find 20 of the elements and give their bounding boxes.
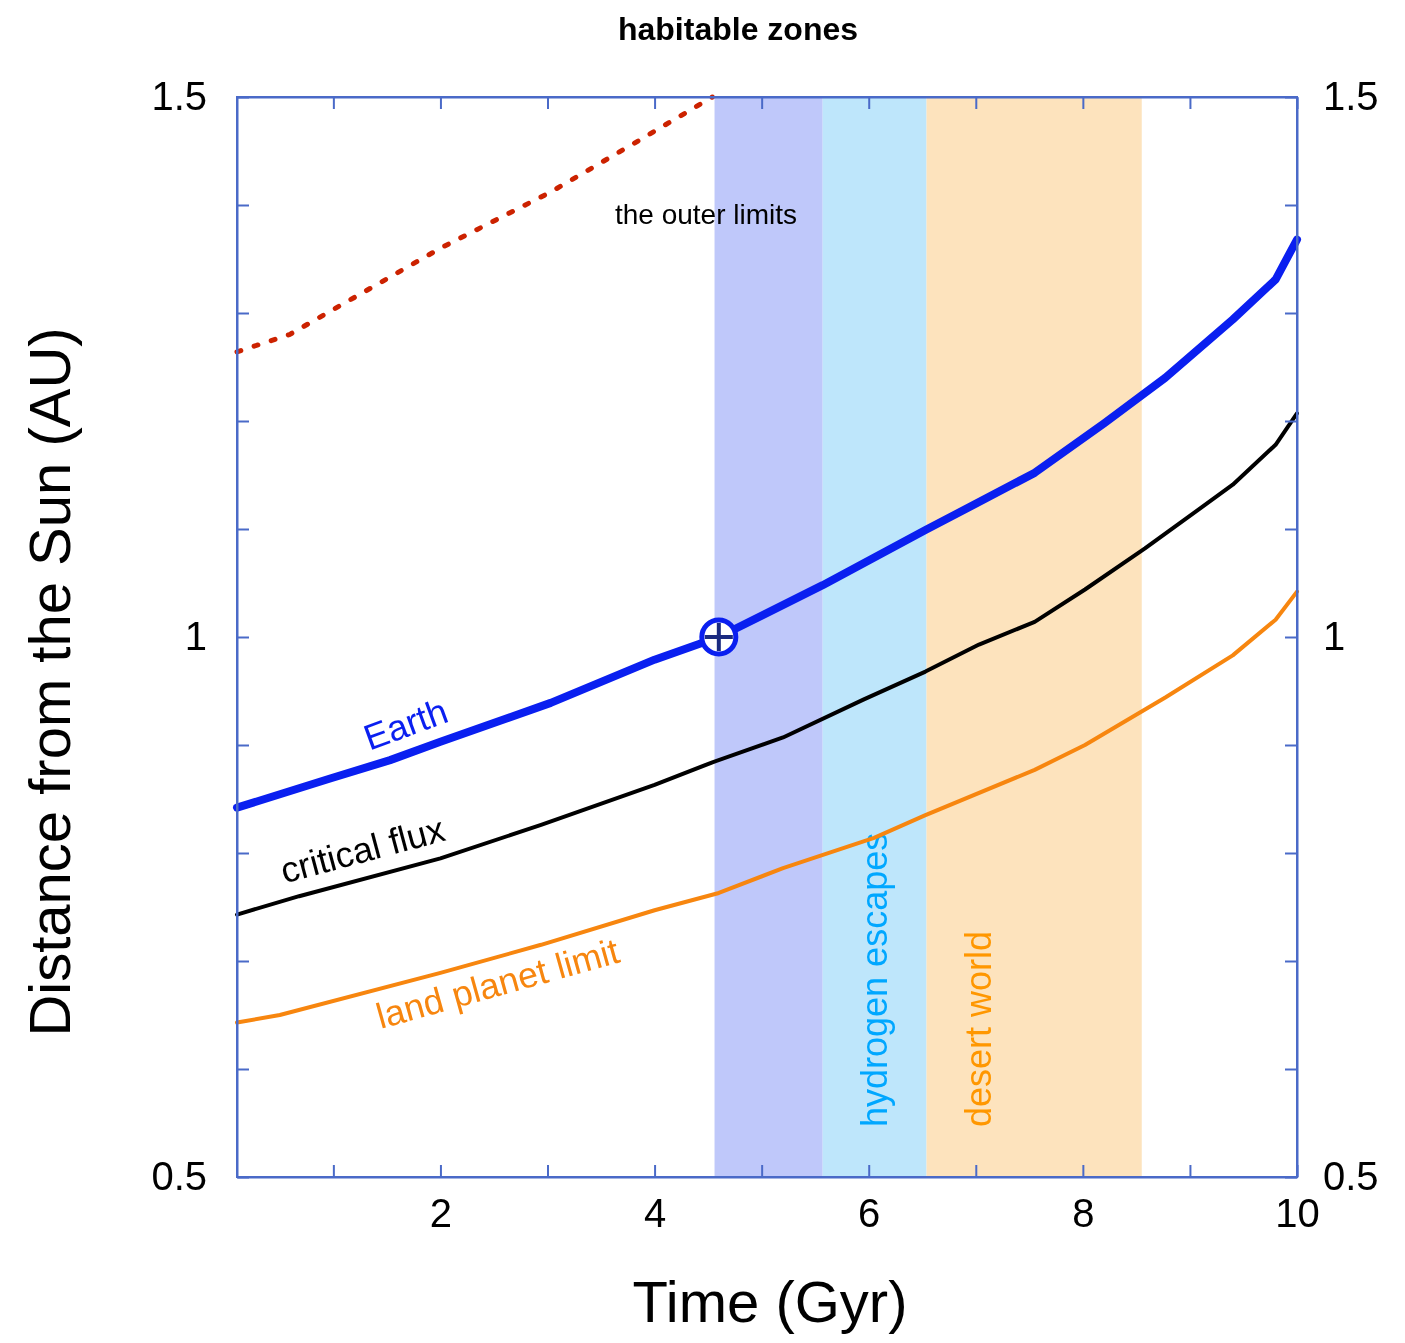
text: Earth [358, 690, 453, 759]
x-tick-label: 10 [1275, 1191, 1320, 1236]
band-label: hydrogen escapes [853, 832, 895, 1127]
y2-tick-label: 1.5 [1323, 74, 1379, 119]
x-tick-label: 4 [643, 1191, 667, 1236]
band-label: desert world [958, 930, 1000, 1127]
annotation: the outer limits [614, 199, 798, 230]
x-tick-label: 2 [429, 1191, 453, 1236]
y-tick-label: 0.5 [151, 1154, 207, 1199]
text: critical flux [275, 808, 449, 892]
y-axis-title: Distance from the Sun (AU) [17, 327, 82, 1037]
x-axis-title: Time (Gyr) [632, 1269, 908, 1334]
chart-title: habitable zones [617, 11, 859, 47]
y-tick-label: 1 [184, 614, 207, 659]
y2-tick-label: 1 [1323, 614, 1346, 659]
x-tick-label: 6 [858, 1191, 881, 1236]
y-tick-label: 1.5 [151, 74, 207, 119]
text: land planet limit [371, 930, 624, 1037]
y2-tick-label: 0.5 [1323, 1154, 1379, 1199]
x-tick-label: 8 [1072, 1191, 1095, 1236]
